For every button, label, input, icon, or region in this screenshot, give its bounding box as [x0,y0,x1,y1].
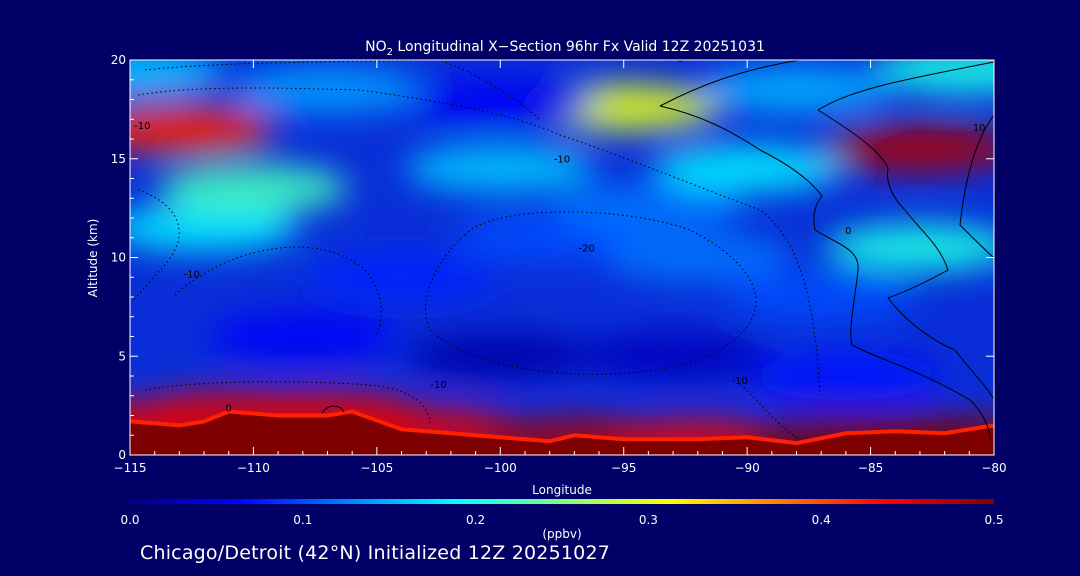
field-cell-19 [652,144,843,193]
field-cell-15 [553,184,744,233]
contour-label-7: 0 [677,54,683,65]
field-cell-21 [824,124,994,173]
y-tick-label: 5 [118,349,126,363]
contour-label-6: 0 [226,404,232,415]
colorbar: 0.0 0.1 0.2 0.3 0.4 0.5 (ppbv) [120,499,1004,541]
field-cell-17 [158,164,349,213]
contour-labels: -10 -10 -10 -20 -10 -10 0 0 0 10 [134,54,986,415]
contour-solid-east-left [659,60,991,441]
contour-solid-surface [321,405,345,414]
x-tick-label: −85 [858,461,883,475]
colorbar-tick-label: 0.2 [466,513,485,527]
title-prefix: NO [365,39,387,55]
contour-label-1: -10 [184,269,200,280]
contour-dotted-20 [425,211,757,375]
x-tick-label: −115 [114,461,147,475]
y-axis: 0 5 10 15 20 [111,53,994,462]
contour-label-0: -10 [134,121,150,132]
contour-label-9: 10 [973,123,986,134]
colorbar-tick-label: 0.1 [293,513,312,527]
field-cell-12 [306,253,497,302]
field-cell-14 [130,203,300,252]
terrain-mask [130,411,994,455]
x-tick-label: −80 [981,461,1006,475]
contour-dotted-lower [144,381,431,426]
y-tick-label: 15 [111,152,126,166]
x-tick-label: −100 [484,461,517,475]
x-tick-label: −95 [611,461,636,475]
field-cell-26 [130,60,225,94]
field-cell-20 [130,105,275,154]
y-tick-label: 0 [118,448,126,462]
contour-label-2: -10 [554,155,570,166]
field-cell-18 [405,144,596,193]
y-tick-label: 20 [111,53,126,67]
contour-label-4: -10 [430,380,446,391]
colorbar-ticks: 0.0 0.1 0.2 0.3 0.4 0.5 [120,513,1003,527]
x-axis: −115 −110 −105 −100 −95 −90 −85 −80 [114,60,1007,475]
colorbar-tick-label: 0.5 [984,513,1003,527]
x-tick-label: −90 [734,461,759,475]
colorbar-gradient [130,499,994,504]
field-cell-23 [405,79,596,128]
colorbar-tick-label: 0.0 [120,513,139,527]
contour-dotted-mid [174,246,382,336]
contour-dotted-upper [137,87,821,396]
caption: Chicago/Detroit (42°N) Initialized 12Z 2… [140,542,611,564]
x-axis-label: Longitude [532,483,592,497]
contour-dotted-lower2 [739,384,801,441]
contour-lines [131,60,994,441]
contour-label-5: -10 [732,376,748,387]
x-tick-label: −110 [237,461,270,475]
field-cell-28 [602,233,793,282]
y-tick-label: 10 [111,251,126,265]
field-cell-16 [824,223,994,272]
contour-solid-east-far [959,114,994,259]
field-cell-9 [578,332,769,381]
field-cell-10 [207,312,398,361]
colorbar-tick-label: 0.4 [812,513,831,527]
title-subscript: 2 [387,47,393,58]
terrain-edge [130,409,994,446]
title-suffix: Longitudinal X−Section 96hr Fx Valid 12Z… [393,39,765,55]
y-axis-label: Altitude (km) [86,219,100,298]
contour-solid-east-right [817,61,994,401]
x-tick-label: −105 [360,461,393,475]
field-cell-8 [405,332,596,381]
field-cell-27 [874,60,994,94]
colorbar-tick-label: 0.3 [639,513,658,527]
chart-title: NO2 Longitudinal X−Section 96hr Fx Valid… [365,39,765,58]
contour-dotted-upper2 [144,60,541,121]
field-cell-25 [701,65,892,114]
colorbar-label: (ppbv) [542,527,581,541]
contour-label-8: 0 [845,226,851,237]
field-cell-29 [726,273,917,321]
plot-area: -10 -10 -10 -20 -10 -10 0 0 0 10 [130,54,994,455]
field-cell-11 [750,352,941,400]
contour-label-3: -20 [579,244,595,255]
